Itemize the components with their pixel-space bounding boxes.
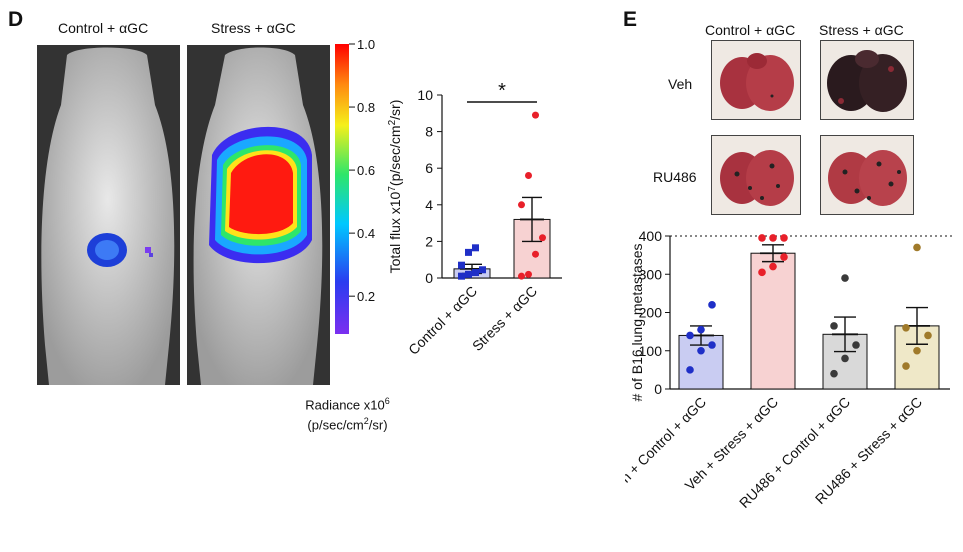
data-point — [780, 253, 788, 261]
panel-letter-e: E — [623, 8, 638, 31]
data-point — [708, 341, 716, 349]
data-point — [913, 243, 921, 252]
y-axis-label: Total flux x107(p/sec/cm2/sr) — [387, 100, 404, 274]
y-tick-label: 300 — [639, 266, 663, 282]
image-label-control: Control + αGC — [58, 20, 149, 36]
radiance-label: Radiance x106 (p/sec/cm2/sr) — [300, 393, 395, 434]
y-tick-label: 8 — [425, 124, 433, 140]
data-point — [830, 322, 838, 330]
data-point — [913, 346, 921, 355]
data-point — [902, 324, 910, 332]
x-tick-label: Control + αGC — [405, 283, 480, 358]
data-point — [518, 201, 525, 209]
col-label-control: Control + αGC — [705, 22, 796, 38]
panel-letter-d: D — [8, 8, 24, 31]
col-label-stress: Stress + αGC — [819, 22, 904, 38]
data-point — [769, 234, 777, 242]
data-point — [841, 354, 849, 363]
y-tick-label: 0 — [654, 381, 662, 397]
y-tick-label: 400 — [639, 228, 663, 244]
data-point — [465, 270, 472, 278]
row-label-veh: Veh — [668, 76, 693, 92]
data-point — [697, 325, 705, 334]
data-point — [532, 250, 539, 258]
data-point — [458, 272, 465, 280]
x-tick-label: Stress + αGC — [469, 283, 540, 354]
significance-marker: * — [498, 80, 506, 102]
data-point — [472, 269, 479, 277]
data-point — [525, 270, 532, 278]
data-point — [465, 248, 472, 256]
radiance-colorbar: 0.2 0.4 0.6 0.8 1.0 — [335, 37, 375, 334]
lung-image-veh-stress — [820, 40, 914, 120]
data-point — [686, 366, 694, 374]
data-point — [769, 262, 777, 271]
lung-image-ru486-control — [711, 135, 801, 215]
data-point — [780, 234, 788, 242]
colorbar-tick-label: 0.2 — [357, 289, 375, 304]
colorbar-tick-label: 1.0 — [357, 37, 375, 52]
bar — [750, 252, 796, 390]
y-tick-label: 10 — [417, 87, 433, 103]
y-tick-label: 100 — [639, 343, 663, 359]
image-label-stress: Stress + αGC — [211, 20, 296, 36]
data-point — [841, 274, 849, 282]
colorbar-tick-label: 0.8 — [357, 100, 375, 115]
y-tick-label: 2 — [425, 233, 433, 249]
y-tick-label: 6 — [425, 160, 433, 176]
radiance-label-line1: Radiance x106 — [305, 396, 390, 413]
data-point — [852, 341, 860, 349]
y-tick-label: 200 — [639, 305, 663, 321]
data-point — [758, 268, 766, 277]
data-point — [518, 272, 525, 280]
data-point — [902, 362, 910, 370]
data-point — [697, 346, 705, 355]
data-point — [479, 266, 486, 274]
data-point — [532, 111, 539, 119]
data-point — [472, 244, 479, 252]
row-label-ru486: RU486 — [653, 169, 697, 185]
y-tick-label: 0 — [425, 270, 433, 286]
data-point — [458, 261, 465, 269]
colorbar-tick-label: 0.4 — [357, 226, 375, 241]
data-point — [758, 234, 766, 242]
data-point — [539, 234, 546, 242]
data-point — [525, 172, 532, 180]
data-point — [708, 301, 716, 309]
y-tick-label: 4 — [425, 197, 433, 213]
total-flux-chart: 0 2 4 6 8 10 Total flux x107(p/sec/cm2/sr)Cont… — [387, 80, 562, 358]
lung-image-ru486-stress — [820, 135, 914, 215]
data-point — [924, 331, 932, 340]
colorbar-tick-label: 0.6 — [357, 163, 375, 178]
data-point — [830, 369, 838, 378]
mouse-image-control — [37, 45, 180, 385]
mouse-image-stress — [187, 45, 330, 385]
data-point — [686, 331, 694, 340]
colorbar-gradient — [335, 44, 349, 334]
y-axis-label: # of B16 lung metastases — [629, 244, 645, 402]
lung-image-veh-control — [711, 40, 801, 120]
radiance-label-line2: (p/sec/cm2/sr) — [307, 416, 388, 433]
